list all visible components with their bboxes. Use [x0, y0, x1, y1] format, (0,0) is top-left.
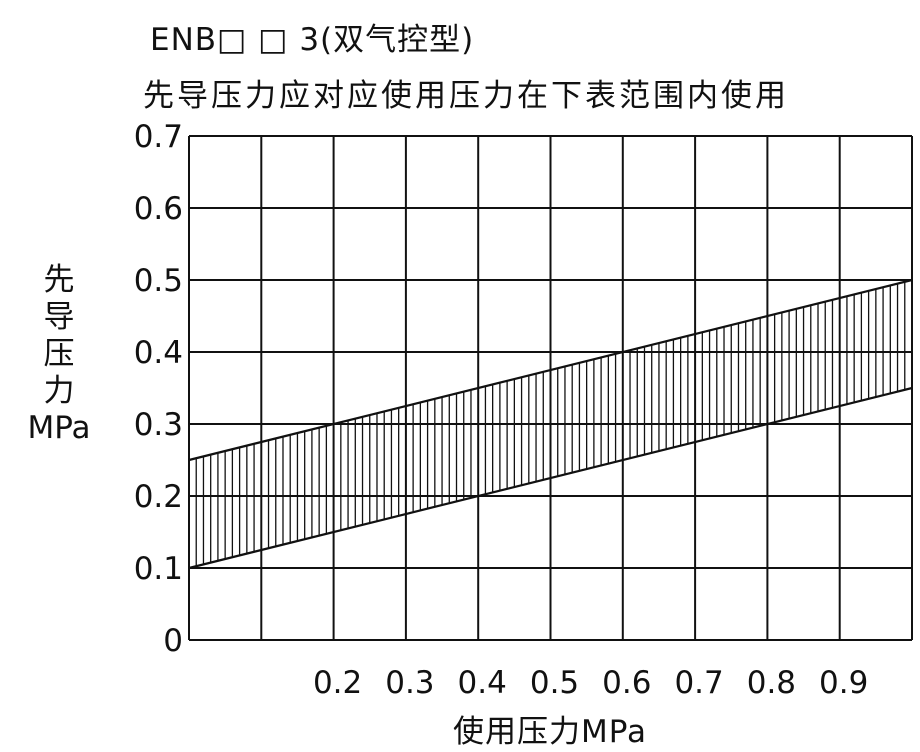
y-tick-label: 0.7	[134, 119, 183, 155]
y-axis-label-char: 力	[43, 373, 75, 409]
x-tick-label: 0.4	[458, 665, 507, 701]
y-tick-label: 0	[163, 623, 183, 659]
upper-limit-line	[188, 278, 913, 462]
y-tick-label: 0.6	[134, 191, 183, 227]
x-tick-label: 0.7	[674, 665, 723, 701]
chart-title: ENB□ □ 3(双气控型)	[150, 22, 475, 58]
y-tick-label: 0.3	[134, 407, 183, 443]
y-tick-label: 0.1	[134, 551, 183, 587]
x-tick-label: 0.5	[530, 665, 579, 701]
y-axis-label-char: 压	[43, 336, 75, 372]
y-axis-label-unit: MPa	[27, 410, 91, 446]
x-tick-label: 0.3	[385, 665, 434, 701]
x-tick-label: 0.8	[747, 665, 796, 701]
y-axis-label: 先 导 压 力 MPa	[14, 262, 104, 447]
y-tick-label: 0.2	[134, 479, 183, 515]
x-tick-label: 0.9	[819, 665, 868, 701]
x-axis-label: 使用压力MPa	[453, 714, 648, 750]
lower-limit-line	[188, 386, 913, 570]
x-tick-label: 0.6	[602, 665, 651, 701]
y-axis-label-char: 导	[43, 299, 75, 335]
x-tick-label: 0.2	[313, 665, 362, 701]
y-tick-label: 0.5	[134, 263, 183, 299]
y-tick-label: 0.4	[134, 335, 183, 371]
chart-subtitle: 先导压力应对应使用压力在下表范围内使用	[143, 78, 789, 114]
y-axis-label-char: 先	[43, 262, 75, 298]
